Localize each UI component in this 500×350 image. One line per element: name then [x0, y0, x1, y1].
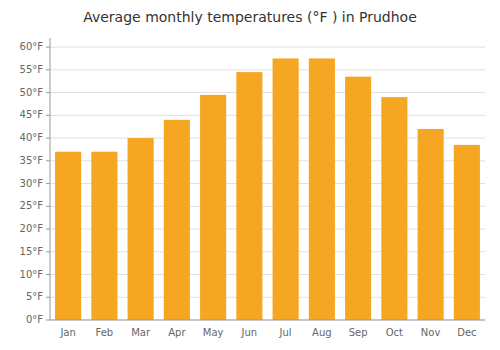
x-tick-labels: Jan Feb Mar Apr May Jun Jul Aug Sep Oct Nov Dec	[59, 327, 476, 338]
x-tick-label: Oct	[386, 327, 403, 338]
y-tick	[46, 229, 50, 230]
y-tick-label: 10°F	[20, 269, 44, 280]
y-tick-label: 5°F	[26, 291, 43, 302]
x-tick-label: Sep	[349, 327, 368, 338]
y-tick	[46, 183, 50, 184]
bars	[55, 58, 480, 320]
y-tick	[46, 274, 50, 275]
x-tick-label: Aug	[312, 327, 332, 338]
y-axis-line	[50, 38, 51, 320]
y-tick	[46, 297, 50, 298]
y-tick-label: 45°F	[20, 109, 44, 120]
y-tick	[46, 138, 50, 139]
y-tick-label: 0°F	[26, 314, 43, 325]
grid-line	[50, 69, 485, 70]
grid-line	[50, 47, 485, 48]
y-tick	[46, 160, 50, 161]
grid-line	[50, 320, 485, 321]
bar	[200, 95, 226, 320]
y-tick-label: 30°F	[20, 178, 44, 189]
bar	[381, 97, 407, 320]
bar	[273, 58, 299, 320]
x-tick-label: Feb	[96, 327, 114, 338]
y-tick	[46, 206, 50, 207]
y-tick-label: 15°F	[20, 246, 44, 257]
y-tick	[46, 69, 50, 70]
y-tick	[46, 92, 50, 93]
y-grid	[50, 47, 485, 320]
bar	[128, 138, 154, 320]
y-tick	[46, 47, 50, 48]
y-tick-labels: 0°F 5°F 10°F 15°F 20°F 25°F 30°F 35°F 40°F 45°F 50…	[20, 41, 50, 325]
grid-line	[50, 92, 485, 93]
bar	[236, 72, 262, 320]
x-tick-label: Jan	[59, 327, 75, 338]
bar	[345, 77, 371, 320]
grid-line	[50, 115, 485, 116]
chart-svg: Average monthly temperatures (°F ) in Pr…	[0, 0, 500, 350]
chart-container: Average monthly temperatures (°F ) in Pr…	[0, 0, 500, 350]
x-tick-label: Jun	[241, 327, 258, 338]
y-tick-label: 20°F	[20, 223, 44, 234]
x-axis-line	[50, 320, 485, 321]
bar	[91, 152, 117, 320]
y-tick-label: 50°F	[20, 87, 44, 98]
bar	[55, 152, 81, 320]
chart-title: Average monthly temperatures (°F ) in Pr…	[83, 9, 417, 25]
bar	[418, 129, 444, 320]
y-tick-label: 60°F	[20, 41, 44, 52]
y-tick-label: 35°F	[20, 155, 44, 166]
x-tick-label: Apr	[168, 327, 186, 338]
x-tick-label: Nov	[421, 327, 441, 338]
y-tick	[46, 320, 50, 321]
bar	[454, 145, 480, 320]
y-tick	[46, 115, 50, 116]
y-tick-label: 40°F	[20, 132, 44, 143]
x-tick-label: May	[203, 327, 224, 338]
x-tick-label: Mar	[131, 327, 151, 338]
bar	[164, 120, 190, 320]
y-tick-label: 55°F	[20, 64, 44, 75]
y-tick	[46, 251, 50, 252]
x-tick-label: Jul	[279, 327, 292, 338]
y-tick-label: 25°F	[20, 200, 44, 211]
bar	[309, 58, 335, 320]
x-tick-label: Dec	[457, 327, 476, 338]
